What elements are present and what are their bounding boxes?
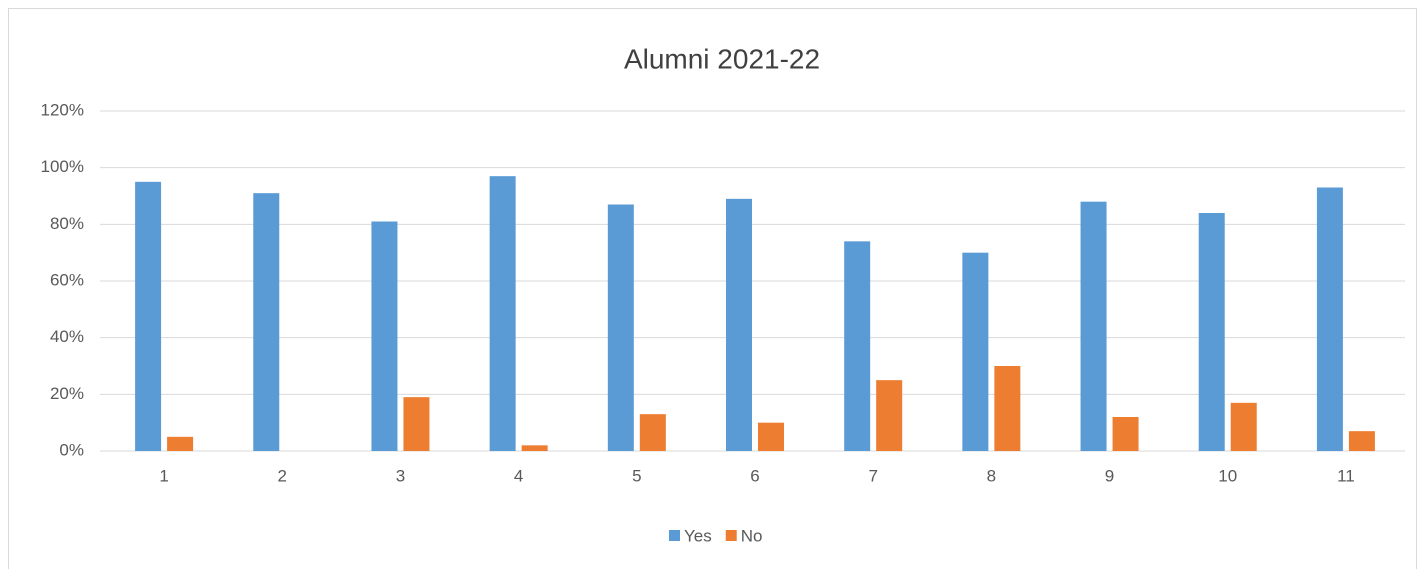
x-tick-label: 8	[987, 466, 996, 485]
legend-swatch	[669, 530, 680, 541]
bar	[521, 445, 548, 451]
y-tick-label: 20%	[50, 384, 84, 403]
bar	[403, 397, 430, 451]
bar	[639, 414, 666, 451]
bar	[371, 221, 398, 451]
y-tick-label: 100%	[41, 157, 84, 176]
bar	[994, 366, 1021, 451]
bar	[758, 422, 784, 451]
x-tick-label: 3	[396, 466, 405, 485]
x-tick-label: 11	[1337, 466, 1355, 485]
y-tick-label: 40%	[50, 327, 84, 346]
x-tick-label: 1	[159, 466, 168, 485]
y-tick-label: 80%	[50, 214, 84, 233]
bar	[1080, 201, 1107, 451]
bar	[1112, 417, 1139, 451]
bar	[489, 176, 516, 451]
x-tick-label: 4	[514, 466, 523, 485]
legend-swatch	[725, 530, 737, 541]
bar	[253, 193, 280, 451]
chart-title: Alumni 2021-22	[624, 43, 820, 74]
x-tick-label: 9	[1105, 466, 1114, 485]
bar	[1198, 213, 1225, 451]
legend-label: Yes	[684, 526, 712, 545]
y-tick-label: 60%	[50, 270, 84, 289]
x-tick-label: 10	[1218, 466, 1237, 485]
bar	[876, 380, 903, 451]
legend-label: No	[741, 526, 763, 545]
bar	[607, 204, 634, 451]
bar	[844, 241, 871, 451]
x-tick-label: 2	[278, 466, 287, 485]
bar	[135, 181, 162, 452]
x-tick-label: 5	[632, 466, 641, 485]
bar	[1316, 187, 1343, 451]
x-tick-label: 6	[750, 466, 759, 485]
y-tick-label: 0%	[59, 440, 84, 459]
bar	[1230, 402, 1257, 451]
bar	[1348, 431, 1375, 451]
x-tick-label: 7	[868, 466, 877, 485]
y-tick-label: 120%	[41, 100, 84, 119]
chart-border	[8, 8, 1417, 569]
bar	[726, 198, 752, 451]
bar	[167, 436, 194, 451]
bar	[962, 252, 989, 451]
